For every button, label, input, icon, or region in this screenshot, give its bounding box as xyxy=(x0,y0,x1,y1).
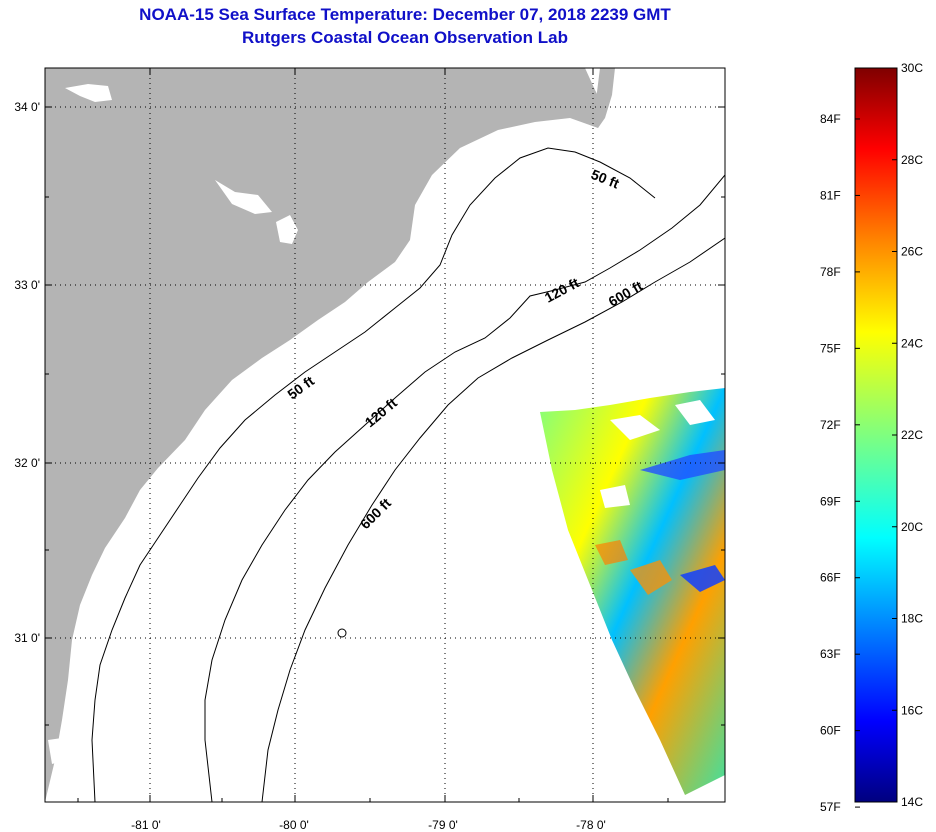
lat-tick-label: 32 0' xyxy=(14,456,40,470)
inland-lake xyxy=(215,180,272,214)
colorbar-fahrenheit-label: 75F xyxy=(820,341,841,355)
colorbar-gradient xyxy=(854,67,898,803)
sst-warm-patch xyxy=(595,540,628,565)
colorbar: 84F 81F 78F 75F 72F 69F 66F 63F 60F 57F 30C 28C 26C… xyxy=(820,61,923,814)
sst-warm-patch xyxy=(630,560,672,595)
colorbar-celsius-label: 20C xyxy=(901,520,923,534)
lon-tick-label: -78 0' xyxy=(576,818,606,832)
isobath-50ft xyxy=(91,147,656,802)
colorbar-fahrenheit-label: 78F xyxy=(820,265,841,279)
inland-lake xyxy=(276,215,298,244)
colorbar-celsius-label: 26C xyxy=(901,245,923,259)
colorbar-celsius-label: 16C xyxy=(901,703,923,717)
sst-cold-patch xyxy=(680,565,725,592)
colorbar-celsius-label: 22C xyxy=(901,428,923,442)
inland-lake xyxy=(48,738,66,764)
lon-tick-label: -79 0' xyxy=(428,818,458,832)
isobath-600ft xyxy=(261,237,725,802)
inland-lake xyxy=(65,84,112,102)
graticule xyxy=(45,68,725,802)
map-title: NOAA-15 Sea Surface Temperature: Decembe… xyxy=(139,5,671,24)
colorbar-celsius-label: 24C xyxy=(901,336,923,350)
colorbar-celsius-label: 18C xyxy=(901,612,923,626)
lat-tick-label: 34 0' xyxy=(14,100,40,114)
tick-marks xyxy=(45,68,725,802)
colorbar-fahrenheit-label: 81F xyxy=(820,188,841,202)
colorbar-fahrenheit-labels: 84F 81F 78F 75F 72F 69F 66F 63F 60F 57F xyxy=(820,112,841,814)
map-frame xyxy=(44,67,726,803)
colorbar-ticks xyxy=(855,67,897,808)
lon-tick-label: -80 0' xyxy=(279,818,309,832)
sst-cloud xyxy=(675,400,715,425)
colorbar-fahrenheit-label: 63F xyxy=(820,647,841,661)
sst-cold-patch xyxy=(640,450,725,480)
isobath-600ft-ring xyxy=(337,628,347,638)
colorbar-fahrenheit-label: 66F xyxy=(820,571,841,585)
map-subtitle: Rutgers Coastal Ocean Observation Lab xyxy=(242,28,568,47)
colorbar-celsius-label: 28C xyxy=(901,153,923,167)
lat-tick-label: 31 0' xyxy=(14,631,40,645)
isobath-120ft xyxy=(204,174,725,802)
sst-swath xyxy=(540,388,725,795)
map-area: 50 ft 120 ft 600 ft 50 ft 120 ft 600 ft xyxy=(45,68,725,802)
land-mass xyxy=(45,68,605,802)
colorbar-celsius-label: 14C xyxy=(901,795,923,809)
colorbar-fahrenheit-label: 72F xyxy=(820,418,841,432)
sst-cloud xyxy=(610,415,660,440)
colorbar-celsius-label: 30C xyxy=(901,61,923,75)
colorbar-fahrenheit-label: 57F xyxy=(820,800,841,814)
lat-tick-label: 33 0' xyxy=(14,278,40,292)
colorbar-celsius-labels: 30C 28C 26C 24C 22C 20C 18C 16C 14C xyxy=(901,61,923,809)
colorbar-fahrenheit-label: 84F xyxy=(820,112,841,126)
lon-tick-label: -81 0' xyxy=(131,818,161,832)
colorbar-fahrenheit-label: 69F xyxy=(820,494,841,508)
colorbar-fahrenheit-label: 60F xyxy=(820,724,841,738)
land-mass-north xyxy=(595,68,615,128)
sst-cloud xyxy=(600,485,630,508)
